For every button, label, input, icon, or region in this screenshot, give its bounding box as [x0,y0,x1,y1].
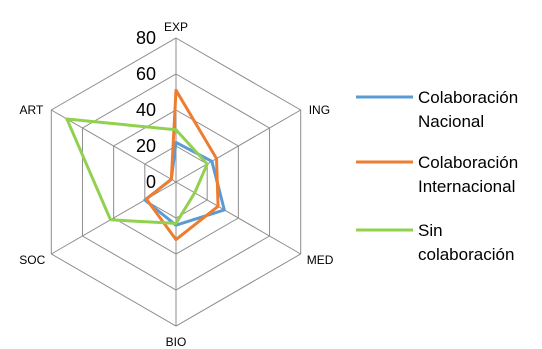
legend-label-1: Colaboración [418,88,518,107]
category-label-bio: BIO [166,335,187,349]
category-label-ing: ING [309,103,330,117]
legend-label-1: Nacional [418,112,484,131]
tick-label: 40 [136,100,156,120]
legend: Colaboración Nacional Colaboración Internac… [356,88,518,264]
spoke-ing [175,109,301,183]
legend-label-3: colaboración [418,245,514,264]
radial-tick-labels: 0 20 40 60 80 [136,28,156,192]
category-label-art: ART [19,103,43,117]
series-lines [65,88,226,242]
spoke-art [51,109,177,183]
category-label-exp: EXP [164,20,188,34]
category-label-med: MED [307,253,334,267]
spoke-med [175,181,301,255]
tick-label: 0 [146,172,156,192]
category-labels: EXP ING MED BIO SOC ART [19,20,333,349]
legend-label-2: Colaboración [418,153,518,172]
tick-label: 60 [136,64,156,84]
series-line-2 [144,88,220,242]
category-label-soc: SOC [19,253,45,267]
tick-label: 80 [136,28,156,48]
tick-label: 20 [136,136,156,156]
series-line-3 [65,117,209,225]
radar-spokes [51,38,301,326]
legend-label-3: Sin [418,221,443,240]
legend-label-2: Internacional [418,177,515,196]
